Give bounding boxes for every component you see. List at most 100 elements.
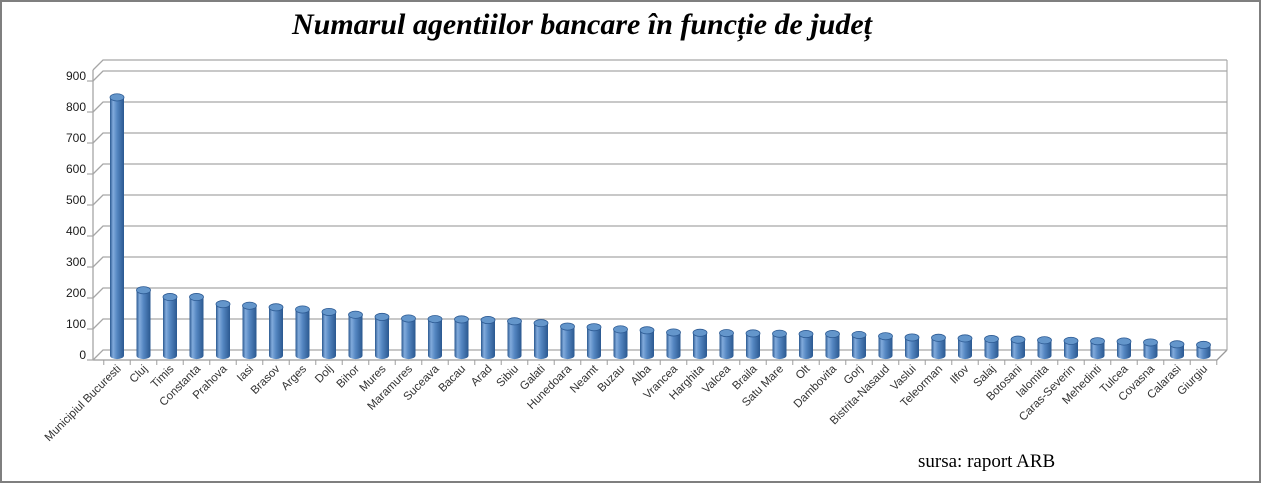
bar-top xyxy=(295,305,310,314)
bar-body xyxy=(136,290,151,356)
bar-top xyxy=(851,330,867,339)
bar xyxy=(454,315,469,360)
x-axis-label: Sibiu xyxy=(495,363,522,390)
x-axis-label: Dolj xyxy=(313,363,335,385)
y-axis-tick-label: 400 xyxy=(66,224,86,238)
bar-body xyxy=(587,327,601,356)
bar xyxy=(109,93,125,360)
bar-body xyxy=(666,332,681,356)
bar-top xyxy=(507,317,522,326)
bar-body xyxy=(401,318,416,356)
bar-body xyxy=(772,333,787,356)
bar xyxy=(798,330,814,360)
bar-body xyxy=(110,97,124,356)
y-axis-tick-label: 500 xyxy=(66,193,86,207)
bar-body xyxy=(878,336,893,356)
bar xyxy=(851,330,867,360)
bar-body xyxy=(428,319,442,356)
bar-body xyxy=(295,309,310,356)
bar-top xyxy=(454,315,469,324)
bar-body xyxy=(852,334,866,356)
gridline xyxy=(92,194,1227,206)
gridline xyxy=(92,287,1227,299)
bar-top xyxy=(1169,340,1185,349)
bar xyxy=(560,322,575,360)
gridline xyxy=(92,318,1227,330)
bar-top xyxy=(189,293,204,302)
x-axis-label: Ilfov xyxy=(948,363,972,387)
bar xyxy=(1010,335,1026,360)
bar-top xyxy=(1037,336,1052,345)
bar-top xyxy=(798,330,814,339)
bar-body xyxy=(905,337,919,356)
bar xyxy=(215,300,231,360)
bar xyxy=(878,332,893,360)
bar-top xyxy=(1010,335,1026,344)
bar xyxy=(772,329,787,360)
bar xyxy=(507,317,522,360)
x-axis-label: Cluj xyxy=(128,363,150,385)
source-note: sursa: raport ARB xyxy=(918,451,1056,472)
bar xyxy=(745,329,761,360)
bar-body xyxy=(1011,339,1025,356)
bar-top xyxy=(374,312,390,321)
x-axis-label: Olt xyxy=(794,363,813,382)
gridline xyxy=(92,163,1227,175)
gridline xyxy=(92,132,1227,144)
bar xyxy=(1063,336,1079,360)
bar xyxy=(189,293,204,360)
bar-top xyxy=(533,319,549,328)
bar xyxy=(162,293,178,360)
bar-body xyxy=(375,316,389,356)
bar xyxy=(1116,337,1132,360)
bar-body xyxy=(613,329,628,356)
bar-body xyxy=(958,338,972,356)
bar-top xyxy=(904,333,920,342)
bar-top xyxy=(613,325,628,334)
bar xyxy=(692,328,708,360)
bar xyxy=(533,319,549,360)
bar-top xyxy=(878,332,893,341)
bar-top xyxy=(586,323,602,332)
y-axis-tick-label: 100 xyxy=(66,317,86,331)
bar-body xyxy=(825,334,840,356)
y-axis: 0 100 200 300 400 500 600 700 800 900 xyxy=(66,69,93,362)
x-axis-label: Brasov xyxy=(249,363,283,397)
bar-top xyxy=(1143,338,1158,347)
bar xyxy=(401,314,416,360)
y-axis-tick-label: 700 xyxy=(66,131,86,145)
bar xyxy=(242,301,257,360)
x-axis-label: Arad xyxy=(469,363,495,389)
bar xyxy=(904,333,920,360)
bar-body xyxy=(322,311,336,356)
bar-body xyxy=(216,304,230,356)
back-wall-top-edge xyxy=(92,59,1227,71)
bar-top xyxy=(348,310,363,319)
bar xyxy=(1143,338,1158,360)
x-axis-label: Valcea xyxy=(700,363,733,396)
bar-body xyxy=(534,323,548,356)
bar-top xyxy=(242,301,257,310)
bar-body xyxy=(1037,340,1052,356)
y-axis-tick-label: 200 xyxy=(66,286,86,300)
bar-top xyxy=(162,293,178,302)
x-axis-label: Neamt xyxy=(568,363,601,396)
bar xyxy=(1037,336,1052,360)
x-axis: Municipiul Bucuresti ClujTimisConstantaPr… xyxy=(43,360,1218,444)
bar xyxy=(1196,340,1211,360)
bar xyxy=(268,303,284,360)
bar-top xyxy=(984,335,999,344)
bar-top xyxy=(931,333,946,342)
bars xyxy=(109,93,1211,360)
bar-top xyxy=(215,300,231,309)
y-axis-tick-label: 300 xyxy=(66,255,86,269)
bar xyxy=(321,307,337,360)
bar-top xyxy=(957,334,973,343)
bar xyxy=(374,312,390,360)
bar xyxy=(480,316,496,360)
bar xyxy=(348,310,363,360)
bar-top xyxy=(745,329,761,338)
bar-body xyxy=(269,307,283,356)
gridlines xyxy=(92,70,1227,361)
